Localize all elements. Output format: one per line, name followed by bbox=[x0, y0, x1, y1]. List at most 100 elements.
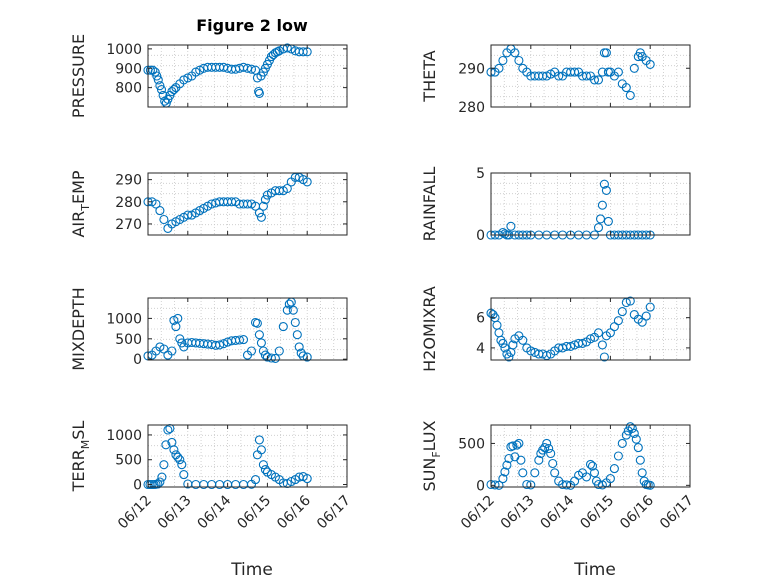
data-point bbox=[599, 352, 609, 362]
data-point bbox=[526, 480, 536, 490]
data-point bbox=[161, 440, 171, 450]
figure-title: Figure 2 low bbox=[196, 16, 308, 35]
data-point bbox=[504, 453, 514, 464]
subplot-mixdepth: 0 500 1000 MIXDEPTH bbox=[69, 287, 348, 371]
y-tick-label: 290 bbox=[458, 61, 485, 77]
data-point bbox=[292, 330, 302, 340]
data-point bbox=[585, 334, 596, 344]
data-point bbox=[152, 71, 162, 81]
data-point bbox=[260, 195, 270, 205]
data-point bbox=[629, 63, 639, 73]
axes-box bbox=[147, 172, 348, 236]
data-point bbox=[585, 459, 596, 469]
data-point bbox=[581, 472, 592, 482]
data-point bbox=[613, 316, 623, 326]
axes-box bbox=[147, 297, 348, 361]
y-axis-label: PRESSURE bbox=[69, 34, 88, 118]
subplot-pressure: 800 900 1000 PRESSURE bbox=[69, 34, 348, 118]
data-point bbox=[516, 455, 526, 465]
y-tick-label: 280 bbox=[115, 195, 142, 211]
data-point bbox=[603, 216, 613, 226]
data-point bbox=[526, 346, 536, 356]
y-axis-label-rest: LUX bbox=[420, 420, 439, 451]
data-point bbox=[272, 47, 282, 57]
data-point bbox=[597, 200, 607, 210]
data-point bbox=[157, 472, 167, 482]
y-axis-label-main: SUN bbox=[420, 458, 439, 492]
y-tick-label: 1000 bbox=[106, 42, 142, 58]
data-point bbox=[500, 467, 510, 477]
axes-box bbox=[147, 424, 348, 488]
y-tick-label: 500 bbox=[458, 436, 485, 452]
data-point bbox=[510, 48, 520, 58]
y-tick-label: 4 bbox=[476, 341, 485, 357]
y-axis-label-main: THETA bbox=[420, 50, 439, 102]
y-tick-label: 800 bbox=[115, 81, 142, 97]
y-axis-label: RAINFALL bbox=[420, 167, 439, 242]
y-axis-label: THETA bbox=[420, 50, 439, 102]
data-point bbox=[250, 475, 261, 485]
data-point bbox=[534, 455, 544, 465]
data-point bbox=[163, 425, 173, 435]
y-tick-label: 0 bbox=[476, 478, 485, 494]
y-tick-label: 0 bbox=[133, 352, 142, 368]
y-axis-label-main: PRESSURE bbox=[69, 34, 88, 118]
data-point bbox=[581, 71, 592, 81]
data-point bbox=[153, 75, 163, 85]
data-point bbox=[502, 460, 512, 470]
subplot-theta: 280 290 THETA bbox=[420, 44, 691, 116]
y-axis-label: TERRMSL bbox=[69, 421, 92, 493]
data-point bbox=[156, 85, 167, 95]
data-point bbox=[544, 443, 554, 454]
data-point bbox=[508, 441, 518, 451]
data-point bbox=[294, 342, 304, 352]
data-point bbox=[514, 438, 524, 448]
y-tick-label: 6 bbox=[476, 311, 485, 327]
data-point bbox=[150, 67, 160, 77]
data-point bbox=[145, 65, 155, 75]
y-axis-label-main: H2OMIXRA bbox=[420, 286, 439, 372]
data-point bbox=[641, 311, 651, 321]
data-point bbox=[645, 480, 655, 490]
y-tick-label: 270 bbox=[115, 217, 142, 233]
data-point bbox=[589, 75, 600, 85]
y-tick-label: 290 bbox=[115, 173, 142, 189]
subplot-air-temp: 270 280 290 AIRTEMP bbox=[69, 170, 348, 238]
data-point bbox=[256, 445, 266, 455]
data-point bbox=[498, 55, 508, 66]
y-tick-label: 1000 bbox=[106, 311, 142, 327]
data-point bbox=[613, 67, 623, 77]
axes-box bbox=[490, 424, 691, 488]
data-point bbox=[500, 229, 510, 239]
y-tick-label: 0 bbox=[133, 478, 142, 494]
data-point bbox=[278, 322, 288, 332]
data-point bbox=[256, 212, 266, 222]
data-point bbox=[298, 47, 308, 57]
data-point bbox=[234, 335, 245, 345]
data-point bbox=[258, 201, 268, 211]
data-point bbox=[159, 214, 169, 225]
data-point bbox=[625, 296, 635, 306]
data-point bbox=[599, 179, 609, 189]
y-axis-label: AIRTEMP bbox=[69, 170, 92, 237]
y-tick-label: 1000 bbox=[106, 428, 142, 444]
y-axis-label: MIXDEPTH bbox=[69, 287, 88, 370]
data-point bbox=[274, 346, 284, 356]
data-point bbox=[506, 221, 516, 231]
data-point bbox=[254, 88, 264, 98]
data-point bbox=[246, 346, 257, 356]
axes-box bbox=[490, 44, 691, 108]
axes-box bbox=[490, 172, 691, 236]
y-tick-label: 280 bbox=[458, 100, 485, 116]
data-point bbox=[175, 455, 185, 465]
data-point bbox=[593, 223, 604, 233]
data-point bbox=[597, 340, 607, 350]
data-point bbox=[595, 214, 606, 224]
data-point bbox=[167, 346, 177, 356]
data-point bbox=[173, 313, 183, 323]
data-point bbox=[504, 352, 514, 362]
x-axis-label-left: Time bbox=[230, 560, 273, 580]
y-axis-label-main: AIR bbox=[69, 211, 88, 238]
data-point bbox=[514, 55, 524, 66]
y-axis-label-subscript: M bbox=[79, 440, 92, 450]
